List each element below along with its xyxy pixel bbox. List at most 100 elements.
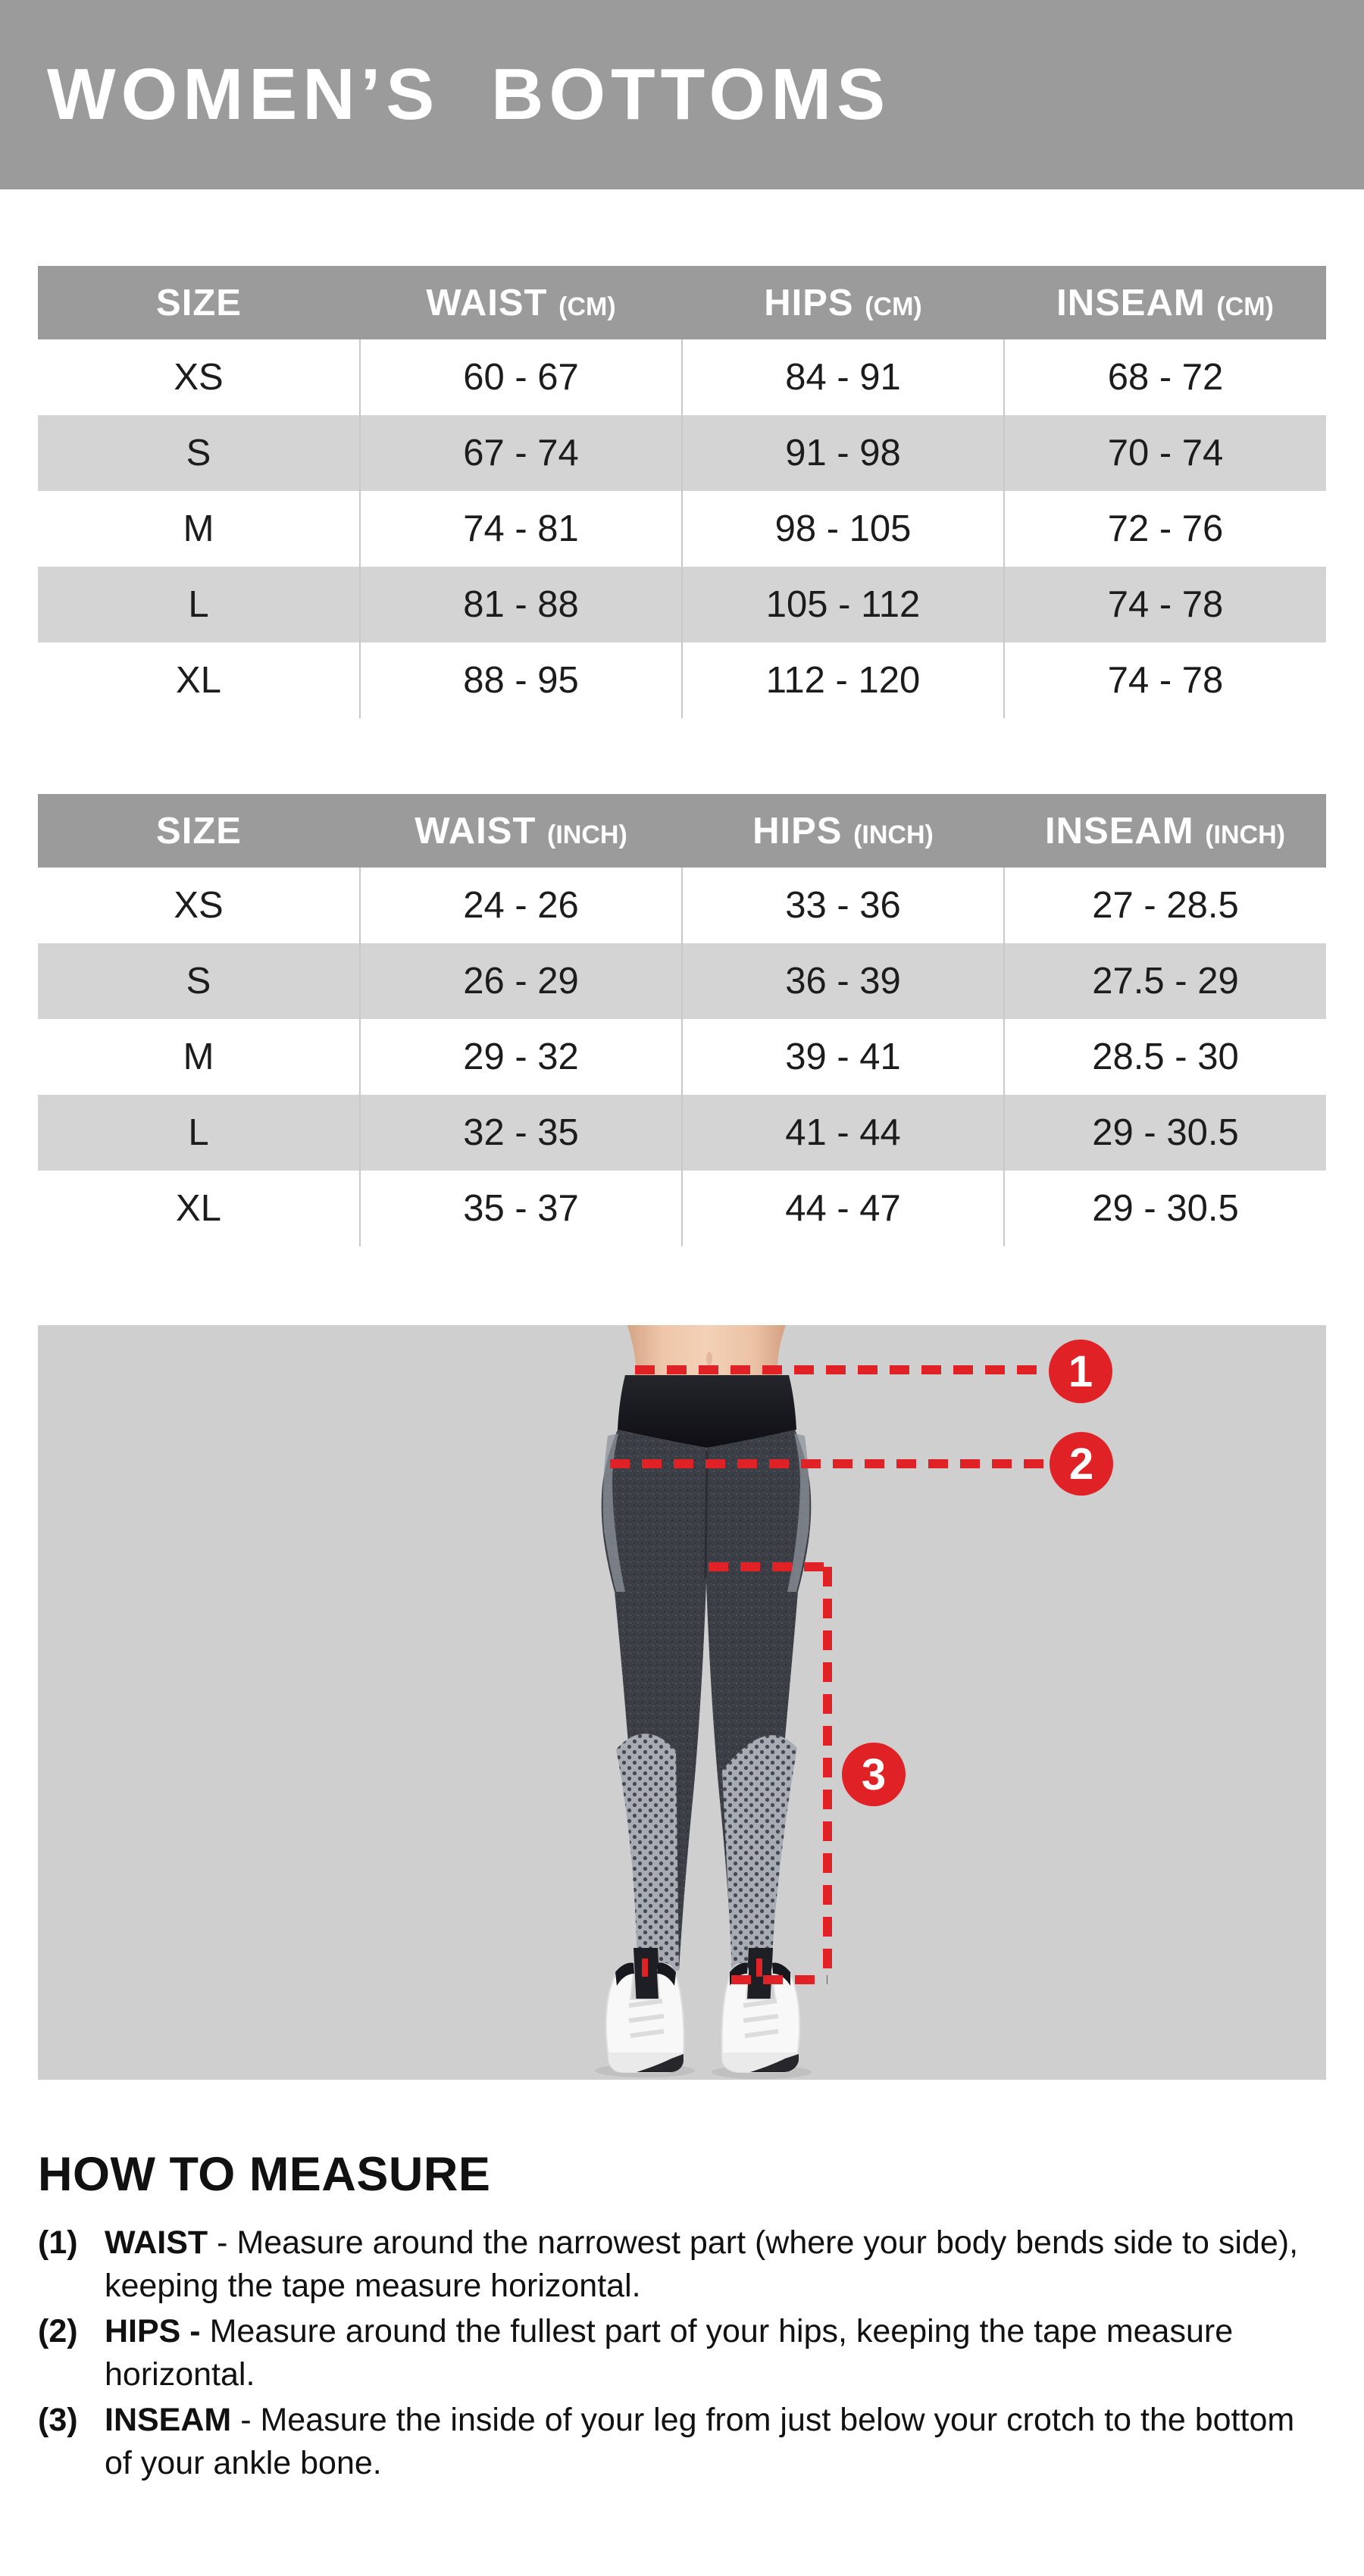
cell-inseam: 70 - 74	[1003, 415, 1326, 491]
bare-waist-skin	[627, 1325, 786, 1378]
size-table-inch-body: XS 24 - 26 33 - 36 27 - 28.5 S 26 - 29 36 - 39…	[38, 868, 1326, 1246]
size-row-s: S 26 - 29 36 - 39 27.5 - 29	[38, 943, 1326, 1019]
col-label: WAIST	[426, 282, 548, 324]
cell-inseam: 74 - 78	[1003, 642, 1326, 718]
badge-1-label: 1	[1068, 1347, 1093, 1396]
badge-3-label: 3	[862, 1750, 886, 1799]
how-to-item-3: (3) INSEAM - Measure the inside of your l…	[38, 2399, 1335, 2485]
size-table-cm-body: XS 60 - 67 84 - 91 68 - 72 S 67 - 74 91 - 98 70…	[38, 339, 1326, 718]
how-to-measure-title: HOW TO MEASURE	[38, 2148, 491, 2201]
cell-inseam: 68 - 72	[1003, 339, 1326, 415]
size-table-cm-header: SIZE WAIST (CM) HIPS (CM) INSEAM (CM)	[38, 266, 1326, 339]
page-banner: WOMEN’S BOTTOMS	[0, 0, 1364, 189]
cell-waist: 88 - 95	[359, 642, 682, 718]
header-row: SIZE WAIST (INCH) HIPS (INCH) INSEAM (IN…	[38, 794, 1326, 868]
right-shoe-laces	[743, 1999, 779, 2038]
cell-size: S	[186, 961, 211, 1002]
left-shoe-laces	[628, 1999, 665, 2038]
cell-size: XS	[174, 357, 224, 398]
col-header-waist: WAIST (INCH)	[360, 794, 682, 868]
cell-inseam: 27 - 28.5	[1003, 868, 1326, 943]
col-label: HIPS	[764, 282, 854, 324]
right-shoe-toe-sole	[750, 2054, 799, 2072]
left-shoe-tongue	[634, 1948, 661, 2007]
left-shoe-collar-accent	[615, 1962, 634, 1986]
leggings-waistband	[618, 1375, 796, 1448]
cell-inseam: 28.5 - 30	[1003, 1019, 1326, 1095]
item-text: INSEAM - Measure the inside of your leg …	[105, 2402, 1295, 2481]
col-label: WAIST	[415, 810, 537, 852]
col-label: HIPS	[752, 810, 843, 852]
left-shoe-toe-sole	[637, 2054, 684, 2072]
measurement-figure-svg: 1 2 3	[38, 1325, 1326, 2080]
size-row-l: L 32 - 35 41 - 44 29 - 30.5	[38, 1095, 1326, 1171]
size-table-inch: SIZE WAIST (INCH) HIPS (INCH) INSEAM (IN…	[38, 794, 1326, 1246]
col-header-size: SIZE	[38, 794, 360, 868]
right-shoe-collar-accent2	[772, 1962, 790, 1986]
item-number: (2)	[38, 2313, 78, 2349]
left-shoe-collar-accent2	[657, 1962, 676, 1986]
right-shoe-collar-accent	[730, 1962, 748, 1986]
col-label: SIZE	[156, 810, 242, 852]
how-to-item-1: (1) WAIST - Measure around the narrowest …	[38, 2221, 1335, 2308]
cell-waist: 60 - 67	[359, 339, 682, 415]
measurement-figure: 1 2 3	[38, 1325, 1326, 2080]
leggings-side-panel-left	[602, 1433, 625, 1592]
item-number: (1)	[38, 2224, 78, 2261]
cell-waist: 35 - 37	[359, 1171, 682, 1246]
cell-size: M	[183, 1036, 214, 1077]
cell-hips: 33 - 36	[681, 868, 1004, 943]
col-header-inseam: INSEAM (CM)	[1004, 266, 1326, 339]
right-shoe-tongue	[746, 1948, 773, 2007]
cell-size: XS	[174, 885, 224, 926]
leggings-front-seam	[704, 1450, 709, 1579]
cell-inseam: 74 - 78	[1003, 567, 1326, 642]
item-label: WAIST	[105, 2224, 217, 2261]
right-sneaker	[721, 1948, 801, 2073]
item-number: (3)	[38, 2402, 78, 2438]
measurement-lines	[610, 1365, 1048, 1984]
leggings-side-panel-right	[787, 1433, 810, 1592]
cell-waist: 24 - 26	[359, 868, 682, 943]
col-unit: (INCH)	[547, 820, 627, 849]
page-title: WOMEN’S BOTTOMS	[47, 54, 891, 135]
col-header-waist: WAIST (CM)	[360, 266, 682, 339]
cell-waist: 74 - 81	[359, 491, 682, 567]
item-label: INSEAM	[105, 2402, 241, 2438]
navel	[706, 1352, 712, 1365]
size-row-xl: XL 35 - 37 44 - 47 29 - 30.5	[38, 1171, 1326, 1246]
col-unit: (CM)	[558, 292, 616, 321]
left-sneaker	[605, 1948, 685, 2073]
leggings-mesh-right-calf	[722, 1735, 797, 1971]
cell-waist: 29 - 32	[359, 1019, 682, 1095]
col-label: INSEAM	[1045, 810, 1194, 852]
size-row-m: M 74 - 81 98 - 105 72 - 76	[38, 491, 1326, 567]
header-row: SIZE WAIST (CM) HIPS (CM) INSEAM (CM)	[38, 266, 1326, 339]
col-unit: (CM)	[1216, 292, 1274, 321]
cell-waist: 26 - 29	[359, 943, 682, 1019]
badge-2-label: 2	[1069, 1440, 1093, 1489]
cell-hips: 91 - 98	[681, 415, 1004, 491]
cell-hips: 84 - 91	[681, 339, 1004, 415]
cell-size: L	[188, 1112, 209, 1153]
col-unit: (INCH)	[853, 820, 934, 849]
cell-hips: 105 - 112	[681, 567, 1004, 642]
cell-hips: 98 - 105	[681, 491, 1004, 567]
cell-hips: 112 - 120	[681, 642, 1004, 718]
badge-2-circle	[1050, 1432, 1113, 1496]
cell-inseam: 29 - 30.5	[1003, 1095, 1326, 1171]
cell-size: L	[188, 584, 209, 625]
cell-hips: 39 - 41	[681, 1019, 1004, 1095]
cell-hips: 36 - 39	[681, 943, 1004, 1019]
measurement-badges: 1 2 3	[842, 1340, 1113, 1806]
size-row-m: M 29 - 32 39 - 41 28.5 - 30	[38, 1019, 1326, 1095]
cell-hips: 41 - 44	[681, 1095, 1004, 1171]
cell-hips: 44 - 47	[681, 1171, 1004, 1246]
how-to-item-2: (2) HIPS - Measure around the fullest par…	[38, 2310, 1335, 2396]
col-unit: (INCH)	[1205, 820, 1285, 849]
size-row-xs: XS 24 - 26 33 - 36 27 - 28.5	[38, 868, 1326, 943]
cell-inseam: 29 - 30.5	[1003, 1171, 1326, 1246]
cell-waist: 32 - 35	[359, 1095, 682, 1171]
col-label: SIZE	[156, 282, 242, 324]
